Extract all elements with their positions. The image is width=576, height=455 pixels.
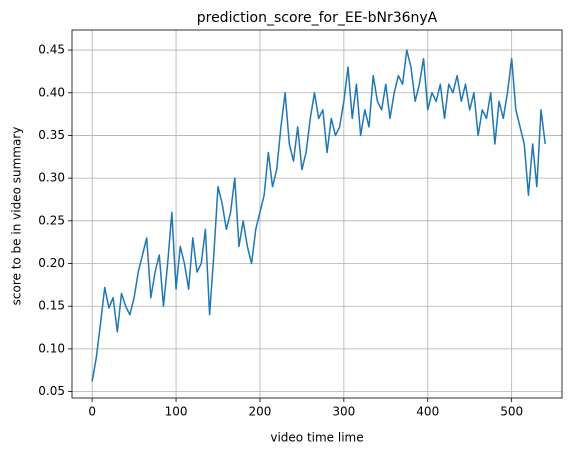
x-tick-label: 500 bbox=[500, 405, 523, 419]
x-axis-label: video time lime bbox=[270, 431, 363, 445]
y-tick-label: 0.15 bbox=[38, 299, 65, 313]
x-tick-label: 100 bbox=[165, 405, 188, 419]
chart-title: prediction_score_for_EE-bNr36nyA bbox=[197, 10, 438, 26]
x-tick-label: 0 bbox=[88, 405, 96, 419]
y-tick-label: 0.10 bbox=[38, 341, 65, 355]
y-tick-label: 0.45 bbox=[38, 43, 65, 57]
y-tick-label: 0.20 bbox=[38, 256, 65, 270]
x-tick-label: 200 bbox=[248, 405, 271, 419]
y-tick-label: 0.40 bbox=[38, 85, 65, 99]
y-tick-label: 0.05 bbox=[38, 384, 65, 398]
x-tick-label: 300 bbox=[332, 405, 355, 419]
x-tick-label: 400 bbox=[416, 405, 439, 419]
y-tick-label: 0.35 bbox=[38, 128, 65, 142]
y-tick-label: 0.30 bbox=[38, 171, 65, 185]
plot-frame bbox=[71, 29, 563, 399]
y-axis-label: score to be in video summary bbox=[10, 127, 24, 306]
line-series bbox=[91, 49, 546, 382]
y-tick-label: 0.25 bbox=[38, 213, 65, 227]
